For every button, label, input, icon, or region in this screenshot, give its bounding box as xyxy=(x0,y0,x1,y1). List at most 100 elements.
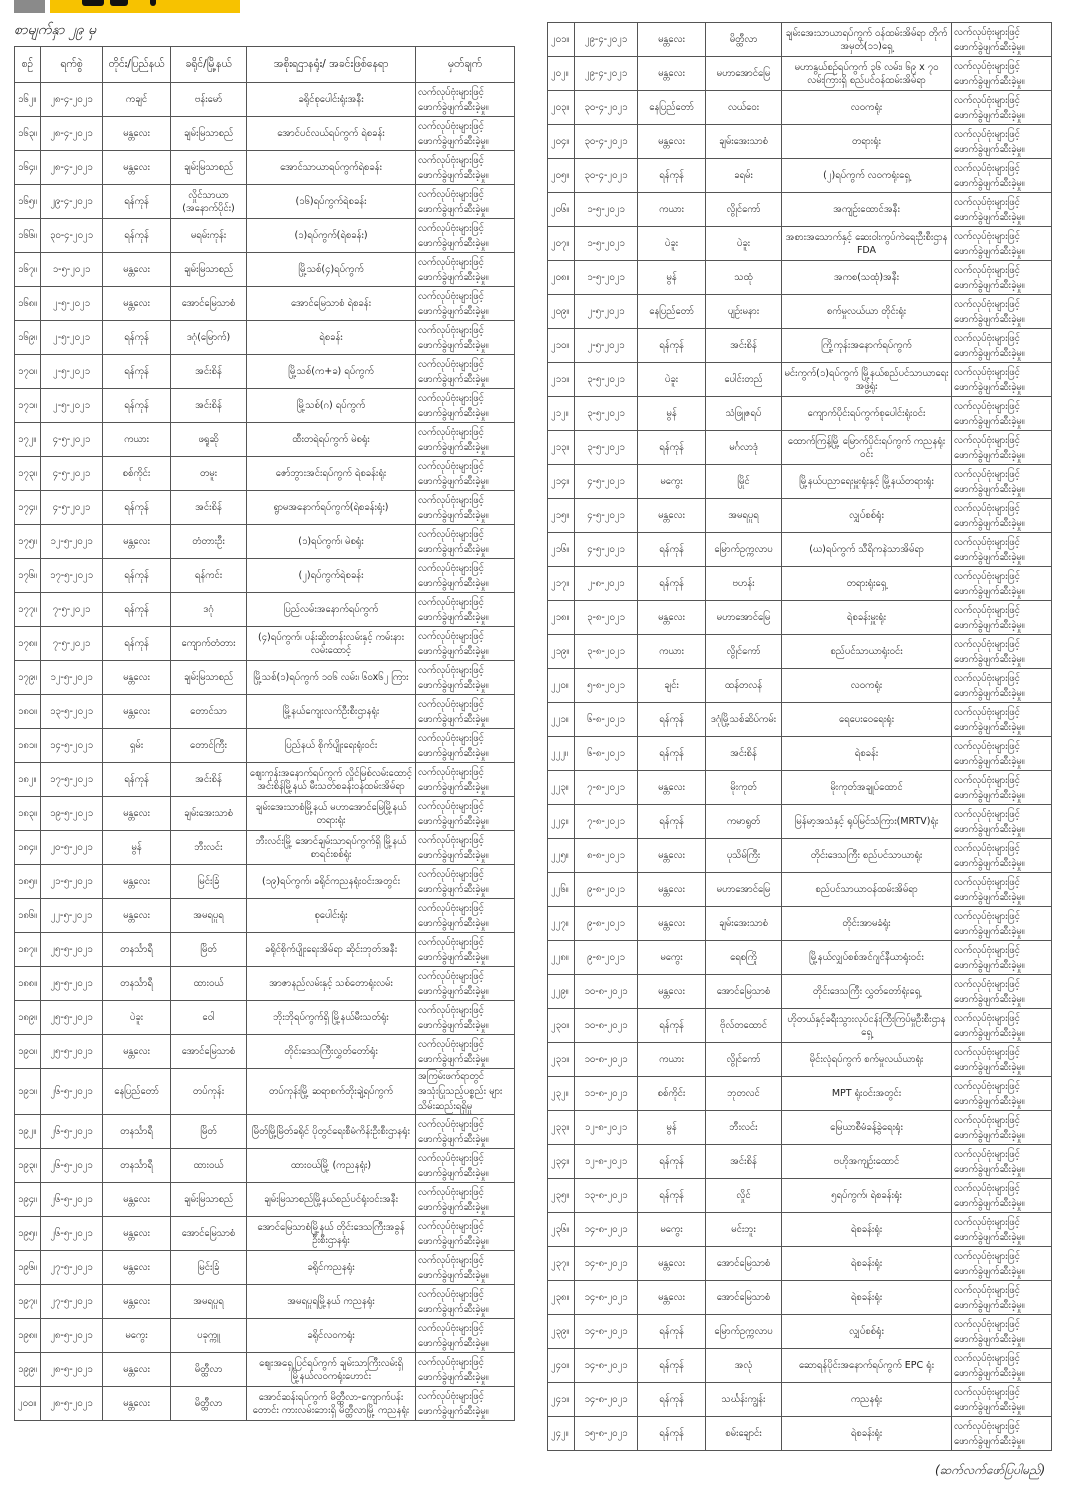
region-cell: မန္တလေး xyxy=(102,694,171,729)
location-cell: အောင်မြေသာစံ ရဲစခန်း xyxy=(246,286,416,321)
location-cell: ချမ်းအေးသာစံမြို့နယ် မဟာအောင်မြေမြို့နယ်… xyxy=(246,796,416,831)
township-cell: မိတ္ထီလာ xyxy=(170,1352,247,1387)
row-number-cell: ၂၃၀။ xyxy=(547,1008,575,1043)
region-cell: ပဲခူး xyxy=(102,1000,171,1035)
location-cell: စည်ပင်သာယာရုံးဝင်း xyxy=(781,634,952,669)
date-cell: ၁-၅-၂၀၂၁ xyxy=(40,252,103,287)
row-number-cell: ၂၀၅။ xyxy=(547,158,575,193)
table-row: ၂၃၈။ ၁၄-၈-၂၀၂၁ မန္တလေး အောင်မြေသာစံ ရဲစခန်းရ… xyxy=(547,1280,1052,1315)
date-cell: ၂၈-၅-၂၀၂၁ xyxy=(40,1386,103,1421)
location-cell: ရွာမအနောက်ရပ်ကွက်(ရဲစခန်းရုံး) xyxy=(246,490,416,525)
table-row: ၂၂၄။ ၇-၈-၂၀၂၁ ရန်ကုန် ကမာရွတ် မြန်မာ့အသံနှင့… xyxy=(547,804,1052,839)
table-row: ၂၂၃။ ၇-၈-၂၀၂၁ မန္တလေး မိုးကုတ် မိုးကုတ်အချုပ… xyxy=(547,770,1052,805)
region-cell: မန္တလေး xyxy=(102,1250,171,1285)
remark-cell: လက်လုပ်ဗုံးများဖြင့် ဖောက်ခွဲဖျက်ဆီးခဲ့မ… xyxy=(951,1076,1052,1111)
region-cell: ပဲခူး xyxy=(637,362,706,397)
remark-cell: လက်လုပ်ဗုံးများဖြင့် ဖောက်ခွဲဖျက်ဆီးခဲ့မ… xyxy=(415,796,515,831)
location-cell: မြို့နယ်လျှပ်စစ်အင်ဂျင်နီယာရုံးဝင်း xyxy=(781,940,952,975)
row-number-cell: ၂၄၁။ xyxy=(547,1382,575,1417)
township-cell: မရမ်းကုန်း xyxy=(170,218,247,253)
location-cell: စည်ပင်သာယာဝန်ထမ်းအိမ်ရာ xyxy=(781,872,952,907)
row-number-cell: ၂၁၅။ xyxy=(547,498,575,533)
region-cell: ကယား xyxy=(637,192,706,227)
region-cell: မကွေး xyxy=(637,1212,706,1247)
table-row: ၂၃၄။ ၁၂-၈-၂၀၂၁ ရန်ကုန် အင်းစိန် ဗဟိုအကျဉ်းထေ… xyxy=(547,1144,1052,1179)
remark-cell: လက်လုပ်ဗုံးများဖြင့် ဖောက်ခွဲဖျက်ဆီးခဲ့မ… xyxy=(951,1178,1052,1213)
township-cell: ဘီးလင်း xyxy=(170,830,247,865)
row-number-cell: ၂၁၁။ xyxy=(547,362,575,397)
region-cell: မန္တလေး xyxy=(637,600,706,635)
date-cell: ၂၇-၅-၂၀၂၁ xyxy=(40,1250,103,1285)
remark-cell: လက်လုပ်ဗုံးများဖြင့် ဖောက်ခွဲဖျက်ဆီးခဲ့မ… xyxy=(951,498,1052,533)
row-number-cell: ၂၀၇။ xyxy=(547,226,575,261)
incident-table-left: စဉ် ရက်စွဲ တိုင်း/ပြည်နယ် ခရိုင်/မြို့နယ… xyxy=(14,46,515,1421)
continued-from-page: စာမျက်နှာ ၂၉ မှ xyxy=(14,22,97,38)
location-cell: မြို့သစ်(ဂ) ရပ်ကွက် xyxy=(246,388,416,423)
date-cell: ၂၆-၅-၂၀၂၁ xyxy=(40,1216,103,1251)
table-row: ၁၇၈။ ၇-၅-၂၀၂၁ ရန်ကုန် ကျောက်တံတား (၄)ရပ်ကွက်… xyxy=(14,626,515,661)
table-row: ၁၇၆။ ၁၇-၅-၂၀၂၁ ရန်ကုန် ရန်ကင်း (၂)ရပ်ကွက်ရဲစ… xyxy=(14,558,515,593)
table-row: ၂၁၃။ ၃-၅-၂၀၂၁ ရန်ကုန် မင်္ဂလာဒုံ ထောက်ကြန့်မ… xyxy=(547,430,1052,465)
region-cell: မန္တလေး xyxy=(102,286,171,321)
date-cell: ၂-၅-၂၀၂၁ xyxy=(574,328,638,363)
township-cell: မဟာအောင်မြေ xyxy=(705,872,782,907)
date-cell: ၂၅-၅-၂၀၂၁ xyxy=(40,966,103,1001)
row-number-cell: ၁၈၅။ xyxy=(14,864,41,899)
table-row: ၂၃၇။ ၁၄-၈-၂၀၂၁ မန္တလေး အောင်မြေသာစံ ရဲစခန်းရ… xyxy=(547,1246,1052,1281)
location-cell: အမရပူရမြို့နယ် ကညနရုံး xyxy=(246,1284,416,1319)
row-number-cell: ၁၈၈။ xyxy=(14,966,41,1001)
township-cell: လှိုင် xyxy=(705,1178,782,1213)
date-cell: ၂-၈-၂၀၂၁ xyxy=(574,566,638,601)
location-cell: မြို့သစ်(၁)ရပ်ကွက် ၁၀၆ လမ်း၊ ၆၀x၆၂ ကြား xyxy=(246,660,416,695)
date-cell: ၂၉-၄-၂၀၂၁ xyxy=(574,56,638,91)
remark-cell: လက်လုပ်ဗုံးများဖြင့် ဖောက်ခွဲဖျက်ဆီးခဲ့မ… xyxy=(951,124,1052,159)
table-row: ၂၁၂။ ၃-၅-၂၀၂၁ မွန် သံဖြူဇရပ် ကျောက်ပိုင်းရပ်… xyxy=(547,396,1052,431)
remark-cell: လက်လုပ်ဗုံးများဖြင့် ဖောက်ခွဲဖျက်ဆီးခဲ့မ… xyxy=(951,1314,1052,1349)
region-cell: နေပြည်တော် xyxy=(637,90,706,125)
region-cell: မန္တလေး xyxy=(102,524,171,559)
table-row: ၁၉၂။ ၂၆-၅-၂၀၂၁ တနင်္သာရီ မြိတ် မြိတ်မြို့မြိ… xyxy=(14,1114,515,1149)
remark-cell: လက်လုပ်ဗုံးများဖြင့် ဖောက်ခွဲဖျက်ဆီးခဲ့မ… xyxy=(415,150,515,185)
township-cell: ရန်ကင်း xyxy=(170,558,247,593)
row-number-cell: ၁၆၈။ xyxy=(14,286,41,321)
row-number-cell: ၁၉၄။ xyxy=(14,1182,41,1217)
date-cell: ၄-၅-၂၀၂၁ xyxy=(40,490,103,525)
location-cell: ထားဝယ်မြို့ (ကညနရုံး) xyxy=(246,1148,416,1183)
location-cell: ပြည်လမ်းအနောက်ရပ်ကွက် xyxy=(246,592,416,627)
location-cell: ရေပေးဝေရေးရုံး xyxy=(781,702,952,737)
township-cell: မြိတ် xyxy=(170,932,247,967)
region-cell: မန္တလေး xyxy=(102,1284,171,1319)
date-cell: ၂၅-၅-၂၀၂၁ xyxy=(40,1000,103,1035)
date-cell: ၂၆-၅-၂၀၂၁ xyxy=(40,1068,103,1115)
table-row: ၂၂၉။ ၁၀-၈-၂၀၂၁ မန္တလေး အောင်မြေသာစံ တိုင်းဒေ… xyxy=(547,974,1052,1009)
date-cell: ၂၇-၅-၂၀၂၁ xyxy=(40,1284,103,1319)
region-cell: နေပြည်တော် xyxy=(637,294,706,329)
township-cell: ဒဂုံ(မြောက်) xyxy=(170,320,247,355)
col-header-date: ရက်စွဲ xyxy=(40,46,103,83)
township-cell: အောင်မြေသာစံ xyxy=(705,1246,782,1281)
table-row: ၂၁၄။ ၄-၅-၂၀၂၁ မကွေး မြိုင် မြို့နယ်ပညာရေးမှူ… xyxy=(547,464,1052,499)
table-row: ၁၉၃။ ၂၆-၅-၂၀၂၁ တနင်္သာရီ ထားဝယ် ထားဝယ်မြို့ … xyxy=(14,1148,515,1183)
date-cell: ၁၁-၈-၂၀၂၁ xyxy=(574,1076,638,1111)
date-cell: ၂၉-၄-၂၀၂၁ xyxy=(40,184,103,219)
banner-glyph xyxy=(82,0,104,6)
table-row: ၁၉၈။ ၂၈-၅-၂၀၂၁ မကွေး ပခုက္ကူ ခရိုင်လဝကရုံး လက… xyxy=(14,1318,515,1353)
township-cell: အင်းစိန် xyxy=(170,762,247,797)
table-row: ၁၉၉။ ၂၈-၅-၂၀၂၁ မန္တလေး မိတ္ထီလာ ဈေးအရှေ့ပြင်… xyxy=(14,1352,515,1387)
township-cell: မြိုင် xyxy=(705,464,782,499)
row-number-cell: ၁၉၅။ xyxy=(14,1216,41,1251)
table-row: ၂၀၅။ ၃၀-၄-၂၀၂၁ ရန်ကုန် ခရမ်း (၂)ရပ်ကွက် လဝကရ… xyxy=(547,158,1052,193)
region-cell: ရန်ကုန် xyxy=(637,1178,706,1213)
remark-cell: လက်လုပ်ဗုံးများဖြင့် ဖောက်ခွဲဖျက်ဆီးခဲ့မ… xyxy=(415,1114,515,1149)
remark-cell: လက်လုပ်ဗုံးများဖြင့် ဖောက်ခွဲဖျက်ဆီးခဲ့မ… xyxy=(951,260,1052,295)
region-cell: မွန် xyxy=(637,260,706,295)
table-row: ၂၀၃။ ၃၀-၄-၂၀၂၁ နေပြည်တော် လယ်ဝေး လဝကရုံး လက်လ… xyxy=(547,90,1052,125)
township-cell: အောင်မြေသာစံ xyxy=(705,1280,782,1315)
location-cell: အောင်ဆန်းရပ်ကွက် မိတ္ထီလာ-ကျောက်ပန်းတောင… xyxy=(246,1386,416,1421)
township-cell: လွိုင်ကော် xyxy=(705,634,782,669)
table-row: ၁၉၇။ ၂၇-၅-၂၀၂၁ မန္တလေး အမရပူရ အမရပူရမြို့နယ်… xyxy=(14,1284,515,1319)
remark-cell: လက်လုပ်ဗုံးများဖြင့် ဖောက်ခွဲဖျက်ဆီးခဲ့မ… xyxy=(951,906,1052,941)
date-cell: ၁-၅-၂၀၂၁ xyxy=(574,226,638,261)
date-cell: ၂၁-၅-၂၀၂၁ xyxy=(40,864,103,899)
township-cell: ဗဟန်း xyxy=(705,566,782,601)
